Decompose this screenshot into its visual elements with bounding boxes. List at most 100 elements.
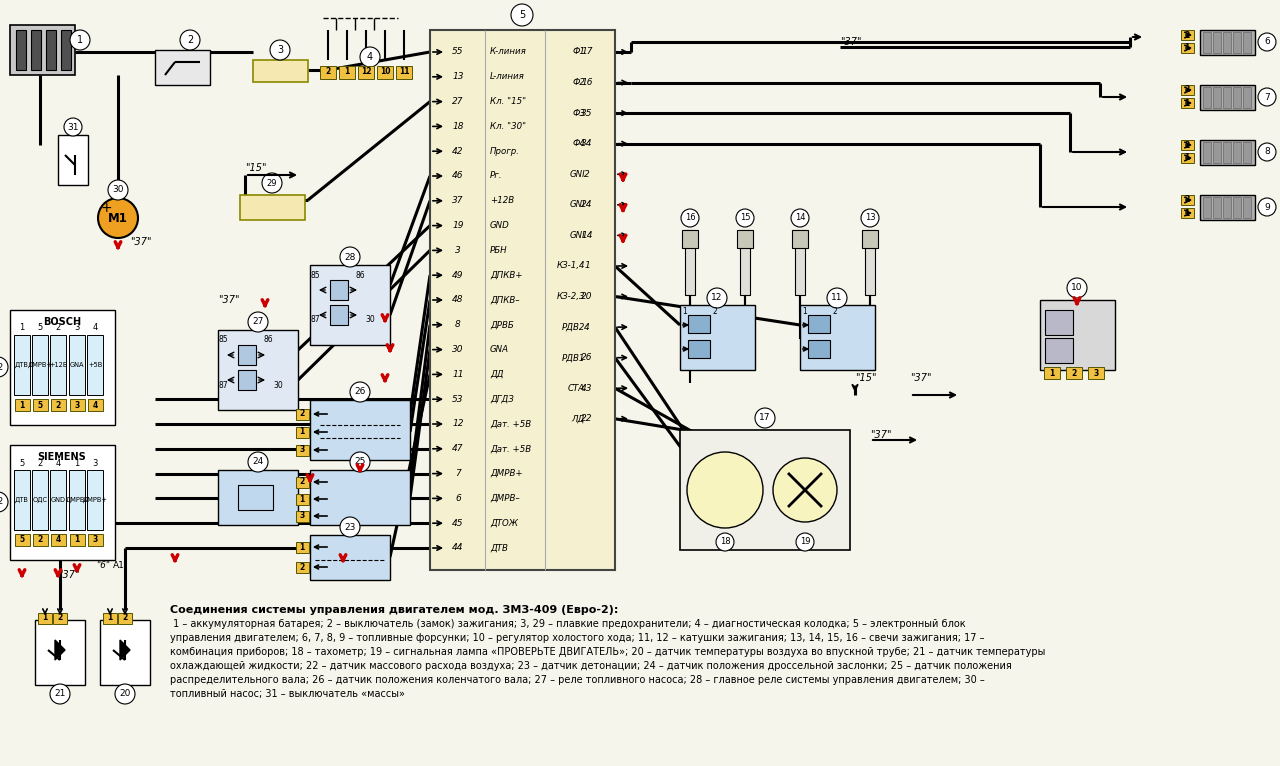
Text: ДТВ: ДТВ — [490, 544, 508, 552]
Bar — [1201, 140, 1254, 165]
Bar — [69, 399, 84, 411]
Circle shape — [349, 452, 370, 472]
Text: 1: 1 — [344, 67, 349, 77]
Circle shape — [248, 452, 268, 472]
Bar — [689, 340, 710, 358]
Text: 10: 10 — [1071, 283, 1083, 293]
Circle shape — [796, 533, 814, 551]
Bar — [14, 534, 29, 546]
Text: 1: 1 — [1184, 153, 1189, 162]
Text: 2: 2 — [187, 35, 193, 45]
Circle shape — [349, 382, 370, 402]
Text: 1: 1 — [300, 427, 305, 437]
Circle shape — [108, 180, 128, 200]
Text: 2: 2 — [1071, 368, 1076, 378]
Bar — [1203, 142, 1211, 163]
Text: "37": "37" — [131, 237, 151, 247]
Text: +12В: +12В — [490, 196, 515, 205]
Text: Ф2: Ф2 — [572, 78, 585, 87]
Text: 13: 13 — [865, 214, 876, 222]
Bar — [87, 534, 102, 546]
Circle shape — [64, 118, 82, 136]
Text: "37": "37" — [870, 430, 891, 440]
Text: 86: 86 — [264, 336, 273, 345]
Text: 30: 30 — [273, 381, 283, 389]
Circle shape — [755, 408, 774, 428]
Bar — [682, 230, 698, 248]
Bar — [330, 305, 348, 325]
Bar — [1201, 30, 1254, 55]
Bar — [808, 315, 829, 333]
Text: ДТОЖ: ДТОЖ — [490, 519, 518, 528]
Bar — [31, 30, 41, 70]
Bar — [100, 620, 150, 685]
Bar — [238, 370, 256, 390]
Text: 11: 11 — [831, 293, 842, 303]
Text: 24: 24 — [252, 457, 264, 466]
Text: 43: 43 — [581, 384, 593, 393]
Bar — [1088, 367, 1103, 379]
Text: 85: 85 — [218, 336, 228, 345]
Bar — [310, 470, 410, 525]
Text: 1: 1 — [1050, 368, 1055, 378]
Text: РБН: РБН — [490, 246, 508, 255]
Bar — [1180, 98, 1193, 108]
Text: 2: 2 — [584, 170, 590, 178]
Text: L-линия: L-линия — [490, 72, 525, 81]
Text: 8: 8 — [1265, 148, 1270, 156]
Bar — [14, 335, 29, 395]
Bar — [32, 534, 47, 546]
Text: 1: 1 — [682, 306, 687, 316]
Text: 22: 22 — [0, 362, 4, 372]
Bar — [15, 30, 26, 70]
Circle shape — [0, 492, 8, 512]
Bar — [378, 66, 393, 78]
Text: 2: 2 — [300, 562, 305, 571]
Text: 3: 3 — [300, 512, 305, 521]
Text: распределительного вала; 26 – датчик положения коленчатого вала; 27 – реле топли: распределительного вала; 26 – датчик пол… — [170, 675, 984, 685]
Bar — [69, 470, 84, 530]
Circle shape — [340, 517, 360, 537]
Text: GND: GND — [490, 221, 509, 230]
Text: 5: 5 — [37, 401, 42, 410]
Text: Ф3: Ф3 — [572, 109, 585, 118]
Text: 37: 37 — [452, 196, 463, 205]
Text: 49: 49 — [452, 270, 463, 280]
Text: Ф4: Ф4 — [572, 139, 585, 148]
Text: 46: 46 — [452, 172, 463, 181]
Text: 3: 3 — [74, 323, 79, 332]
Text: 24: 24 — [581, 201, 593, 209]
Bar — [14, 470, 29, 530]
Bar — [1222, 87, 1231, 108]
Circle shape — [1258, 198, 1276, 216]
Circle shape — [773, 458, 837, 522]
Text: 7: 7 — [1265, 93, 1270, 102]
Text: Соединения системы управления двигателем мод. ЗМЗ-409 (Евро-2):: Соединения системы управления двигателем… — [170, 605, 618, 615]
Text: 53: 53 — [452, 394, 463, 404]
Text: 2: 2 — [713, 306, 717, 316]
Text: Дат. +5В: Дат. +5В — [490, 420, 531, 428]
Bar — [296, 427, 308, 437]
Bar — [1180, 208, 1193, 218]
Text: 14: 14 — [581, 231, 593, 240]
Text: GND: GND — [50, 497, 65, 503]
Text: 48: 48 — [452, 296, 463, 305]
Bar — [1039, 300, 1115, 370]
Text: 2: 2 — [37, 459, 42, 467]
Bar — [1243, 142, 1251, 163]
Bar — [1222, 32, 1231, 53]
Circle shape — [360, 47, 380, 67]
Text: 2: 2 — [300, 410, 305, 418]
Text: GNI: GNI — [570, 201, 585, 209]
Text: 17: 17 — [759, 414, 771, 423]
Bar — [50, 399, 65, 411]
Text: ДТВ: ДТВ — [15, 362, 29, 368]
Circle shape — [262, 173, 282, 193]
Text: 86: 86 — [355, 270, 365, 280]
Text: 4: 4 — [367, 52, 372, 62]
Text: 19: 19 — [452, 221, 463, 230]
Text: 16: 16 — [581, 78, 593, 87]
Text: "15": "15" — [855, 373, 877, 383]
Text: 17: 17 — [581, 47, 593, 57]
Circle shape — [180, 30, 200, 50]
